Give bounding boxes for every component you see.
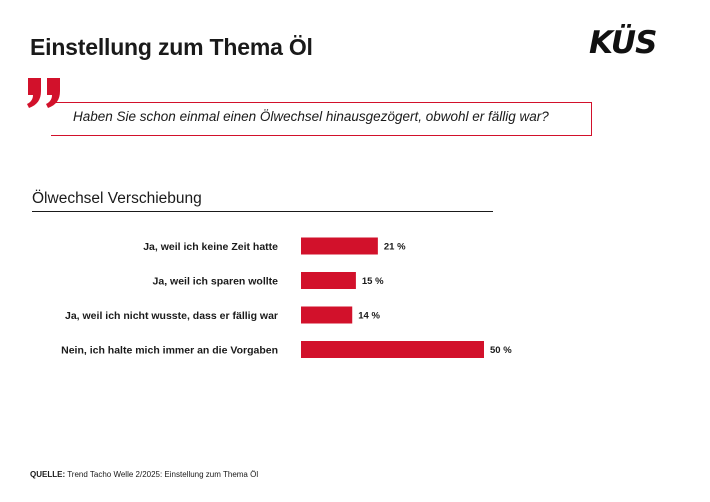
page-title: Einstellung zum Thema Öl bbox=[30, 34, 313, 60]
category-label: Nein, ich halte mich immer an die Vorgab… bbox=[61, 345, 278, 357]
value-label: 21 % bbox=[384, 242, 406, 253]
source-text: Trend Tacho Welle 2/2025: Einstellung zu… bbox=[67, 470, 259, 479]
bar bbox=[301, 237, 378, 255]
category-label: Ja, weil ich nicht wusste, dass er fälli… bbox=[65, 310, 278, 322]
question-box bbox=[51, 102, 592, 136]
value-label: 50 % bbox=[490, 345, 512, 356]
source-label: QUELLE: bbox=[30, 470, 66, 479]
category-label: Ja, weil ich keine Zeit hatte bbox=[143, 241, 278, 253]
bar bbox=[301, 341, 484, 358]
quote-icon bbox=[27, 78, 60, 108]
bar bbox=[301, 306, 353, 324]
value-label: 14 % bbox=[358, 311, 380, 322]
source-note: QUELLE: Trend Tacho Welle 2/2025: Einste… bbox=[30, 470, 258, 479]
value-label: 15 % bbox=[362, 276, 384, 287]
bar bbox=[301, 272, 356, 289]
kues-logo: KÜS bbox=[589, 25, 657, 61]
chart-title: Ölwechsel Verschiebung bbox=[32, 190, 202, 207]
chart-title-rule bbox=[32, 211, 493, 212]
survey-question: Haben Sie schon einmal einen Ölwechsel h… bbox=[73, 109, 549, 124]
category-label: Ja, weil ich sparen wollte bbox=[153, 276, 279, 288]
